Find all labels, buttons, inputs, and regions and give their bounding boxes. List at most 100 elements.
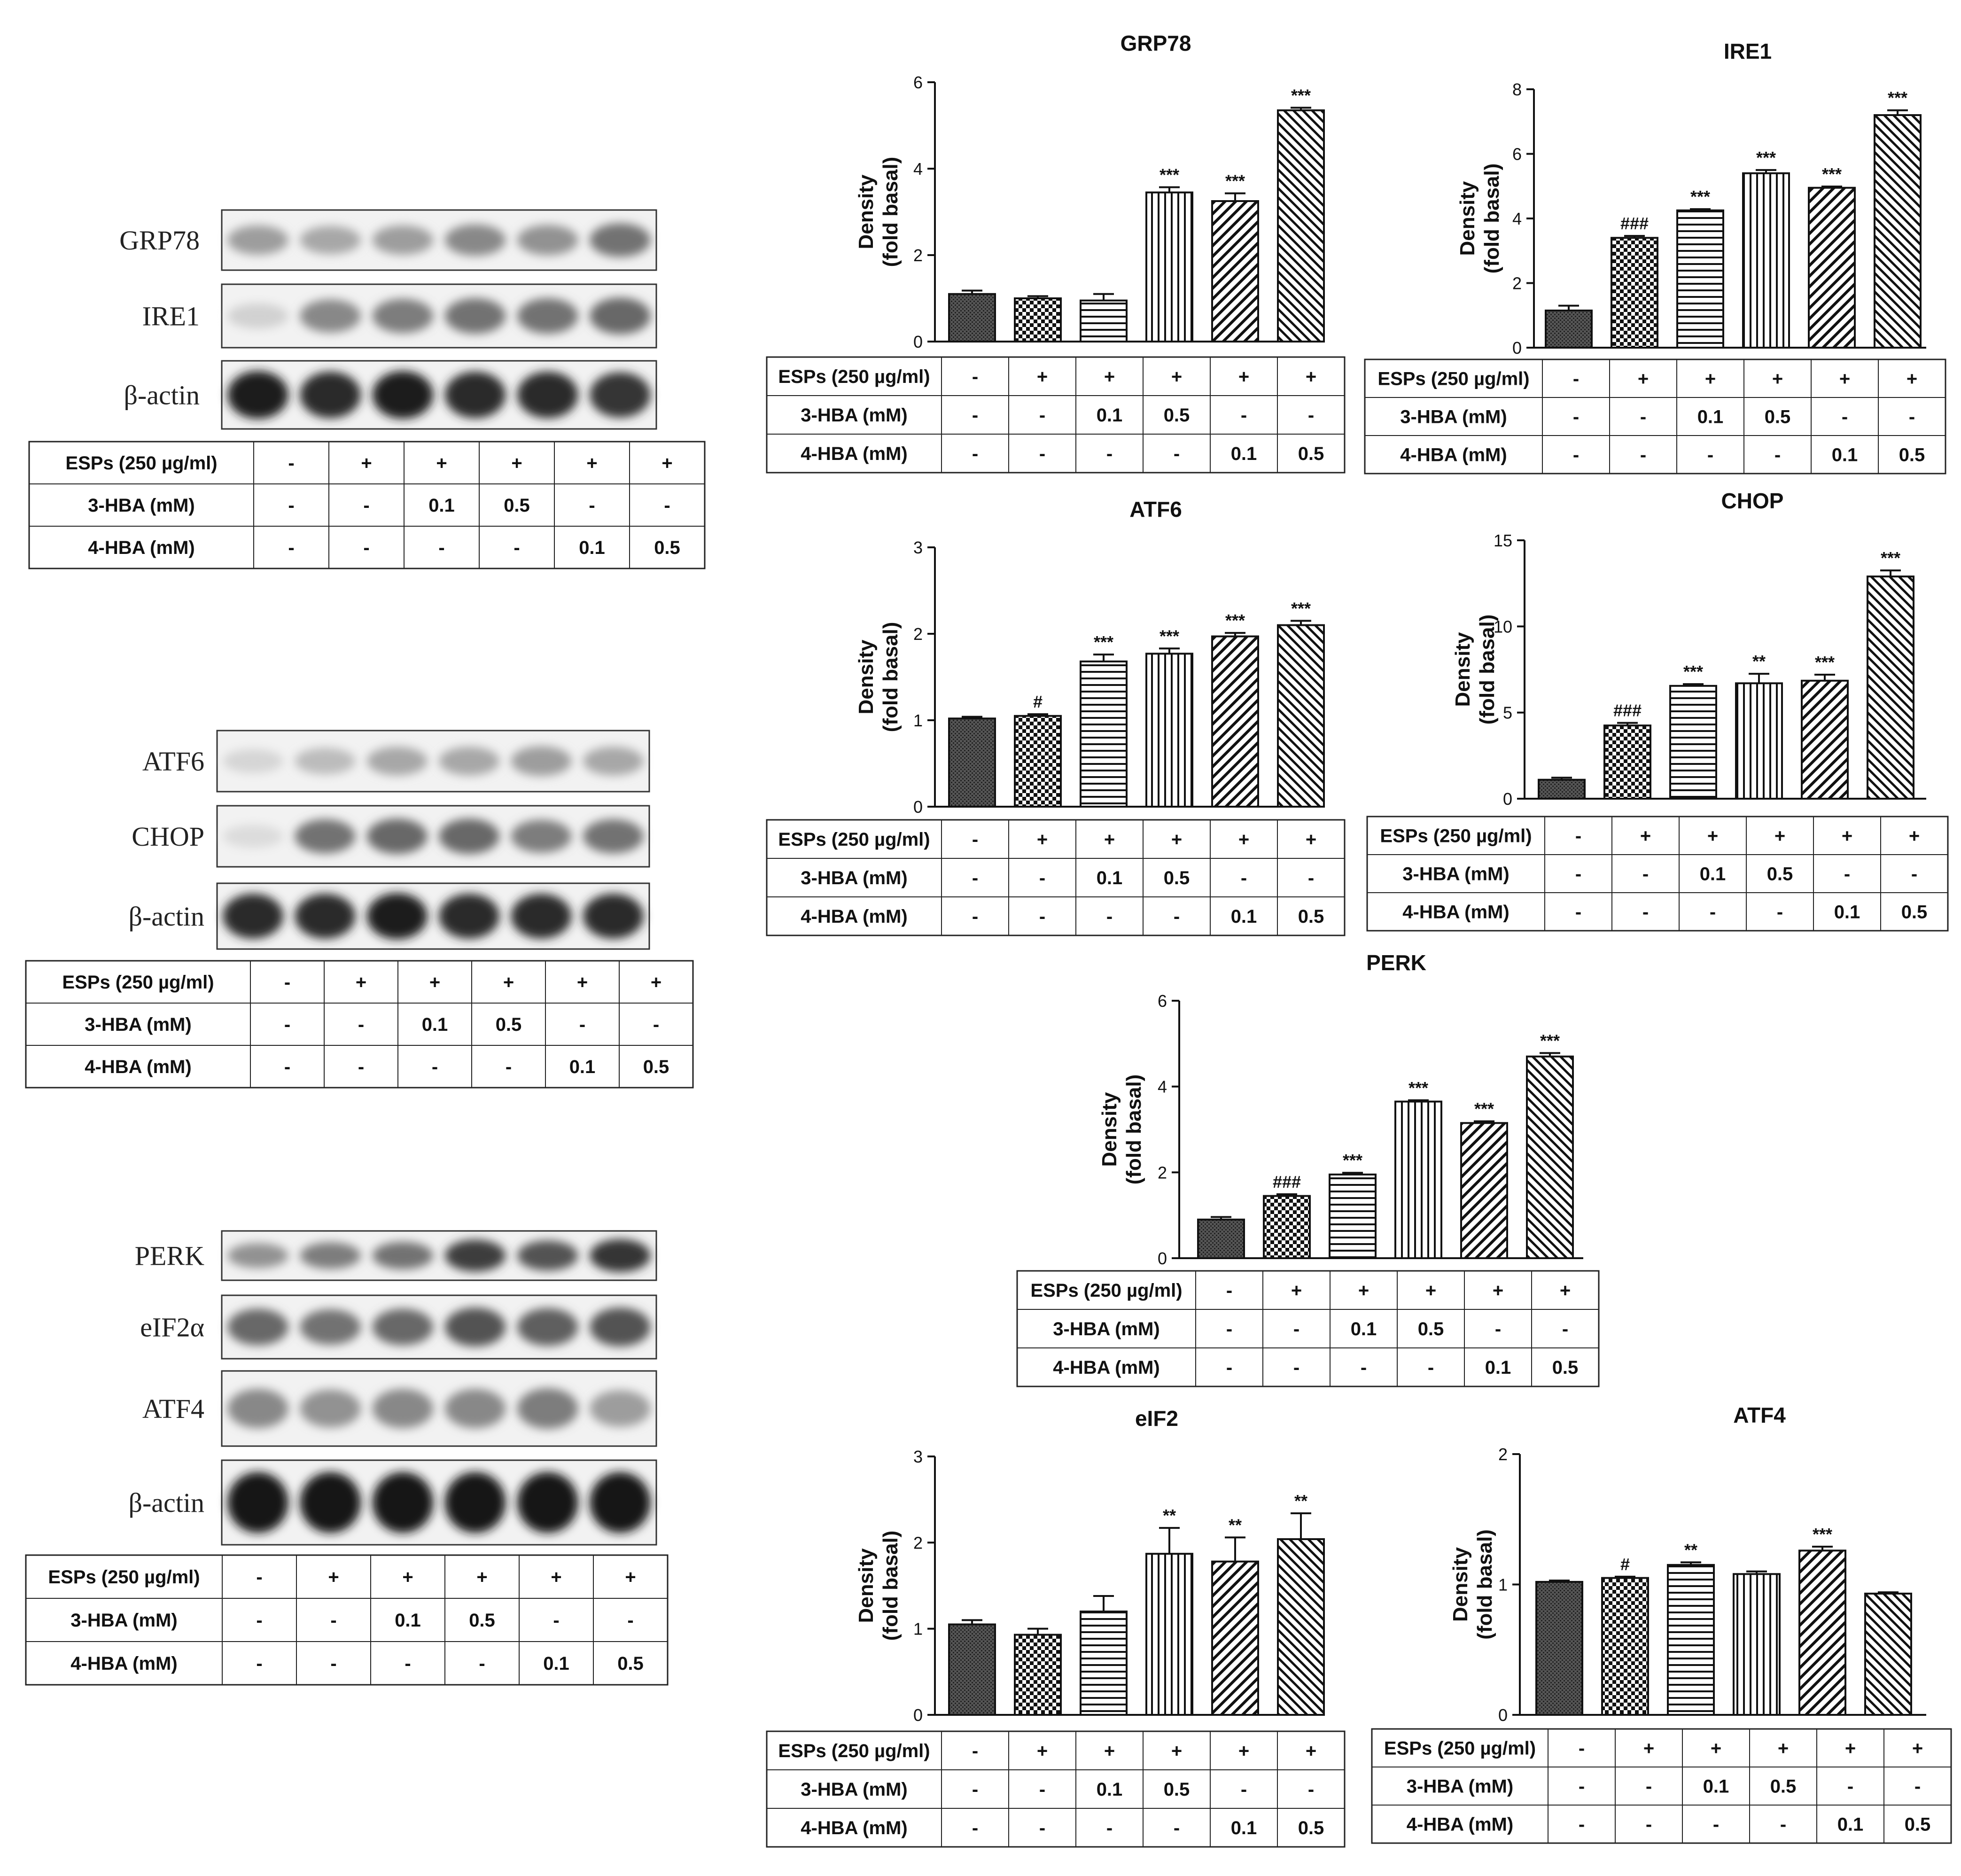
chart-treatment-table: ESPs (250 µg/ml) - + + + + +3-HBA (mM) - - 0.1 0.5… (1366, 816, 1949, 932)
significance-label: *** (1094, 632, 1113, 652)
bar (1145, 1553, 1193, 1716)
bar (1742, 172, 1790, 349)
bar (1014, 1634, 1062, 1716)
table-cell: - (1495, 1319, 1501, 1339)
table-row-label: 3-HBA (mM) (85, 1014, 191, 1035)
y-axis-label-line1: Density (855, 1548, 878, 1623)
table-cell: - (972, 906, 978, 927)
blot-band (372, 1389, 434, 1428)
table-cell: + (1643, 1738, 1654, 1759)
y-axis-label-line2: (fold basal) (879, 1531, 902, 1641)
table-cell: 0.5 (1164, 1779, 1190, 1800)
table-row-label: 3-HBA (mM) (88, 495, 195, 516)
blot-panel-2: ATF6 CHOP β-actin ESPs (250 µg/ml) - + + + + +3-H… (25, 730, 694, 1089)
blot-label: CHOP (132, 821, 204, 852)
table-cell: 0.5 (504, 495, 530, 516)
table-cell: + (651, 972, 661, 993)
table-cell: 0.5 (1164, 405, 1190, 426)
table-cell: 0.5 (643, 1057, 669, 1077)
table-cell: + (1638, 369, 1649, 389)
table-cell: 0.1 (1697, 407, 1724, 428)
table-row-label: ESPs (250 µg/ml) (48, 1567, 200, 1588)
table-cell: - (972, 444, 978, 464)
y-tick-label: 0 (1498, 1705, 1508, 1725)
blot-band (444, 1308, 506, 1347)
table-cell: - (589, 495, 595, 516)
bar (1667, 1564, 1715, 1716)
blot-band (295, 819, 356, 854)
bar (1080, 660, 1128, 808)
table-cell: - (1039, 1818, 1045, 1838)
table-cell: + (1909, 826, 1920, 847)
bar (948, 717, 996, 808)
table-cell: - (1579, 1776, 1585, 1797)
table-cell: 0.1 (1097, 405, 1123, 426)
table-cell: + (1425, 1280, 1436, 1301)
blot-strip: GRP78 (119, 209, 657, 271)
blot-band (227, 225, 288, 255)
table-cell: - (1710, 902, 1716, 923)
blot-strip: β-actin (128, 882, 650, 950)
table-cell: 0.5 (1901, 902, 1928, 923)
blot-band (439, 747, 500, 776)
significance-label: *** (1756, 148, 1776, 167)
blot-membrane (221, 1459, 657, 1546)
blot-strip: IRE1 (142, 283, 657, 349)
table-border (1371, 1728, 1952, 1844)
y-tick-label: 4 (913, 159, 923, 179)
table-cell: + (503, 972, 514, 993)
table-cell: - (972, 1779, 978, 1800)
blot-band (517, 1308, 578, 1346)
table-cell: - (1226, 1357, 1232, 1378)
table-cell: - (288, 453, 294, 474)
table-row-label: ESPs (250 µg/ml) (778, 1741, 930, 1761)
blot-band (300, 1242, 361, 1269)
table-cell: + (1104, 1741, 1115, 1761)
table-cell: 0.5 (1552, 1357, 1579, 1378)
table-cell: - (1308, 1779, 1314, 1800)
bar (1526, 1055, 1574, 1260)
chart-title: ATF6 (1129, 497, 1182, 522)
table-cell: + (577, 972, 588, 993)
bar (1601, 1577, 1649, 1716)
significance-label: *** (1813, 1525, 1832, 1544)
table-cell: + (1104, 829, 1115, 850)
blot-membrane (216, 805, 650, 868)
table-cell: 0.1 (579, 537, 605, 558)
significance-label: *** (1408, 1078, 1428, 1098)
table-cell: 0.5 (1899, 445, 1925, 466)
bar (1808, 187, 1856, 349)
bar (1145, 191, 1193, 343)
y-axis-label-line2: (fold basal) (879, 157, 902, 267)
blot-label: ATF6 (142, 746, 204, 777)
table-cell: - (1039, 1779, 1045, 1800)
table-row-label: 3-HBA (mM) (801, 405, 907, 426)
chart-treatment-table: ESPs (250 µg/ml) - + + + + +3-HBA (mM) - - 0.1 0.5… (766, 356, 1346, 474)
blot-band (590, 372, 651, 418)
table-cell: - (1562, 1319, 1568, 1339)
bar (1669, 685, 1717, 800)
blot-band (295, 894, 356, 939)
table-cell: + (436, 453, 447, 474)
y-tick-label: 1 (1498, 1575, 1508, 1595)
table-cell: 0.1 (569, 1057, 596, 1077)
table-row-label: 3-HBA (mM) (1407, 1776, 1513, 1797)
table-cell: + (1711, 1738, 1721, 1759)
y-tick-label: 0 (1158, 1249, 1167, 1268)
table-row-label: ESPs (250 µg/ml) (778, 366, 930, 387)
table-cell: - (1774, 445, 1781, 466)
significance-label: ** (1163, 1506, 1176, 1525)
table-border (28, 441, 706, 569)
blot-band (439, 818, 500, 854)
table-cell: - (972, 829, 978, 850)
blot-band (444, 1472, 506, 1533)
bar (1798, 1549, 1846, 1716)
y-tick-label: 6 (1512, 145, 1522, 164)
bar (1211, 200, 1259, 343)
table-cell: - (1575, 864, 1581, 885)
bar (1014, 297, 1062, 343)
chart-treatment-table: ESPs (250 µg/ml) - + + + + +3-HBA (mM) - - 0.1 0.5… (1364, 358, 1946, 475)
y-axis-label-line1: Density (1456, 181, 1479, 256)
blot-band (444, 1239, 506, 1272)
table-row-label: ESPs (250 µg/ml) (1377, 369, 1529, 389)
